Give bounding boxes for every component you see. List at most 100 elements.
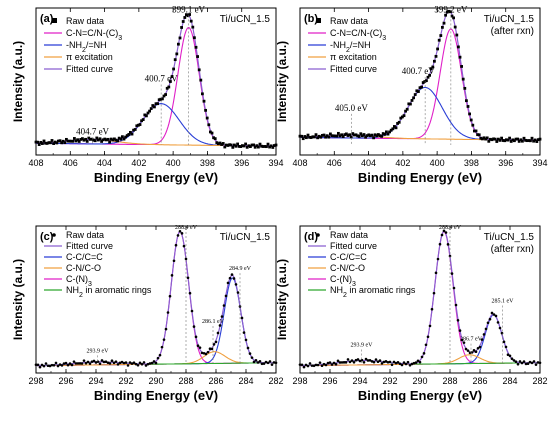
raw-data-point bbox=[508, 136, 511, 140]
legend-label: C-N/C-O bbox=[330, 263, 365, 273]
raw-data-point bbox=[306, 133, 310, 137]
raw-data-point bbox=[41, 142, 44, 145]
raw-data-point bbox=[124, 361, 128, 364]
raw-data-point bbox=[34, 363, 38, 366]
raw-data-point bbox=[525, 139, 529, 143]
raw-data-point bbox=[527, 139, 531, 142]
x-tick-label: 292 bbox=[382, 376, 397, 386]
raw-data-point bbox=[458, 55, 462, 59]
raw-data-point bbox=[194, 45, 198, 49]
raw-data-point bbox=[173, 58, 177, 62]
raw-data-point bbox=[208, 347, 212, 351]
raw-data-point bbox=[228, 143, 231, 147]
raw-data-point bbox=[108, 140, 111, 144]
x-tick-label: 408 bbox=[28, 158, 43, 168]
raw-data-point bbox=[438, 242, 442, 246]
raw-data-point bbox=[212, 343, 216, 346]
raw-data-point bbox=[336, 359, 340, 363]
raw-data-point bbox=[396, 122, 399, 125]
raw-data-point bbox=[184, 257, 188, 261]
raw-data-point bbox=[68, 362, 72, 365]
chart-panel-a: 408 406 404 402 400 398 396 394 Binding Energy (… bbox=[11, 4, 284, 185]
raw-data-point bbox=[237, 144, 241, 148]
raw-data-point bbox=[388, 360, 392, 364]
raw-data-point bbox=[135, 124, 139, 128]
raw-data-point bbox=[528, 360, 532, 364]
raw-data-point bbox=[354, 358, 358, 362]
raw-data-point bbox=[71, 139, 75, 143]
raw-data-point bbox=[360, 358, 364, 362]
raw-data-point bbox=[141, 118, 145, 121]
legend-label: C-C/C=C bbox=[330, 252, 367, 262]
raw-data-point bbox=[428, 324, 432, 328]
raw-data-point bbox=[330, 363, 334, 366]
raw-data-point bbox=[245, 145, 249, 149]
legend-label: Raw data bbox=[66, 16, 104, 26]
raw-data-point bbox=[327, 135, 331, 139]
raw-data-point bbox=[426, 335, 430, 339]
raw-data-point bbox=[457, 45, 460, 49]
x-tick-label: 286 bbox=[208, 376, 223, 386]
raw-data-point bbox=[169, 80, 172, 83]
raw-data-point bbox=[298, 363, 302, 366]
raw-data-point bbox=[308, 362, 312, 365]
raw-data-point bbox=[154, 102, 158, 106]
raw-data-point bbox=[70, 363, 74, 367]
raw-data-point bbox=[364, 357, 368, 361]
raw-data-point bbox=[209, 130, 212, 134]
raw-data-point bbox=[473, 129, 476, 133]
raw-data-point bbox=[332, 134, 335, 138]
raw-data-point bbox=[409, 102, 412, 106]
raw-data-point bbox=[241, 144, 244, 148]
raw-data-point bbox=[455, 33, 459, 37]
sample-label: (after rxn) bbox=[491, 244, 534, 255]
raw-data-point bbox=[86, 360, 90, 364]
raw-data-point bbox=[432, 291, 436, 295]
raw-data-point bbox=[413, 93, 417, 96]
raw-data-point bbox=[252, 143, 255, 147]
sample-label: Ti/uCN_1.5 bbox=[220, 14, 271, 25]
raw-data-point bbox=[100, 140, 103, 143]
raw-data-point bbox=[255, 144, 259, 148]
raw-data-point bbox=[269, 144, 273, 148]
x-tick-label: 296 bbox=[58, 376, 73, 386]
raw-data-point bbox=[375, 134, 379, 138]
raw-data-point bbox=[412, 96, 415, 100]
raw-data-point bbox=[533, 138, 537, 142]
raw-data-point bbox=[415, 89, 419, 93]
raw-data-point bbox=[194, 335, 198, 339]
raw-data-point bbox=[534, 363, 538, 366]
raw-data-point bbox=[98, 362, 102, 366]
raw-data-point bbox=[166, 311, 170, 314]
raw-data-point bbox=[162, 338, 166, 341]
raw-data-point bbox=[156, 356, 160, 360]
raw-data-point bbox=[72, 360, 76, 363]
legend-label: C-C/C=C bbox=[66, 252, 103, 262]
raw-data-point bbox=[436, 47, 439, 51]
legend-label: Raw data bbox=[66, 230, 104, 240]
raw-data-point bbox=[146, 362, 150, 366]
raw-data-point bbox=[221, 142, 225, 145]
raw-data-point bbox=[103, 137, 107, 141]
raw-data-point bbox=[244, 142, 247, 146]
raw-data-point bbox=[316, 363, 320, 367]
raw-data-point bbox=[522, 136, 526, 140]
raw-data-point bbox=[489, 137, 492, 141]
raw-data-point bbox=[248, 352, 252, 355]
raw-data-point bbox=[109, 137, 113, 141]
raw-data-point bbox=[168, 294, 172, 298]
raw-data-point bbox=[198, 346, 202, 349]
raw-data-point bbox=[352, 360, 356, 364]
raw-data-point bbox=[378, 134, 382, 138]
raw-data-point bbox=[470, 351, 474, 354]
raw-data-point bbox=[519, 138, 523, 142]
raw-data-point bbox=[258, 360, 262, 363]
x-tick-label: 296 bbox=[322, 376, 337, 386]
raw-data-point bbox=[186, 276, 190, 280]
raw-data-point bbox=[87, 136, 91, 140]
raw-data-point bbox=[46, 364, 50, 368]
raw-data-point bbox=[434, 271, 438, 275]
raw-data-point bbox=[370, 360, 374, 363]
raw-data-point bbox=[358, 359, 362, 363]
raw-data-point bbox=[340, 361, 344, 364]
